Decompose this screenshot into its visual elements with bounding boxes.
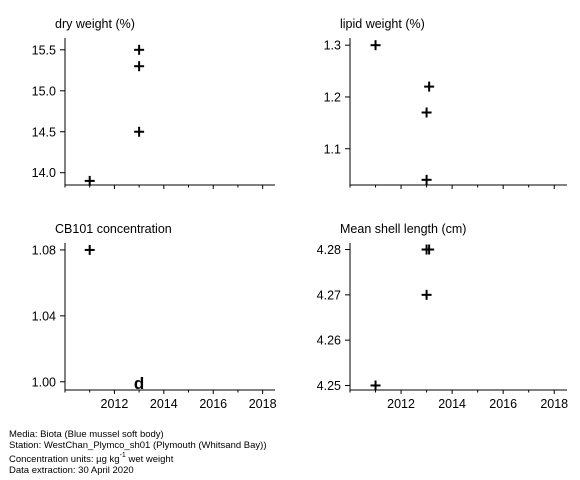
x-tick-label: 2014 xyxy=(150,397,178,411)
chart-panel-2: lipid weight (%) 1.1 1.2 1.3 xyxy=(324,17,567,189)
y-tick-label: 1.1 xyxy=(324,142,341,156)
data-point xyxy=(421,174,432,185)
y-tick-label: 15.0 xyxy=(32,84,56,98)
x-tick-label: 2014 xyxy=(438,397,466,411)
footer-units-suffix: wet weight xyxy=(125,454,174,466)
x-tick-label: 2016 xyxy=(199,397,227,411)
footer-extraction: Data extraction: 30 April 2020 xyxy=(9,465,134,477)
chart-panel-3: CB101 concentration 1.00 1.04 1.08 2012 2014 2… xyxy=(32,222,277,411)
data-point xyxy=(424,244,435,255)
y-tick-label: 4.26 xyxy=(317,334,341,348)
charts-grid: dry weight (%) 14.0 14.5 15.0 15.5 lipid weig… xyxy=(32,17,569,411)
footer-station: Station: WestChan_Plymco_sh01 (Plymouth … xyxy=(9,440,267,451)
footer-units-exponent: -1 xyxy=(119,452,126,459)
chart-title: Mean shell length (cm) xyxy=(340,222,466,236)
footer-units-prefix: Concentration units: µg kg xyxy=(9,454,120,466)
y-tick-label: 1.2 xyxy=(324,90,341,104)
data-point xyxy=(370,380,381,391)
x-tick-label: 2018 xyxy=(540,397,568,411)
x-tick-label: 2016 xyxy=(489,397,517,411)
y-tick-label: 4.25 xyxy=(317,379,341,393)
data-point xyxy=(134,44,145,55)
y-tick-label: 1.04 xyxy=(32,309,56,323)
data-point xyxy=(84,244,95,255)
chart-title: dry weight (%) xyxy=(55,17,135,31)
y-tick-label: 15.5 xyxy=(32,43,56,57)
y-tick-label: 4.27 xyxy=(317,288,341,302)
y-tick-label: 1.3 xyxy=(324,39,341,53)
x-tick-label: 2012 xyxy=(387,397,415,411)
footer-units: Concentration units: µg kg-1 wet weight xyxy=(9,451,267,465)
y-tick-label: 1.00 xyxy=(32,375,56,389)
y-tick-label: 14.5 xyxy=(32,125,56,139)
chart-title: lipid weight (%) xyxy=(340,17,425,31)
chart-panel-1: dry weight (%) 14.0 14.5 15.0 15.5 xyxy=(32,17,275,189)
y-tick-label: 14.0 xyxy=(32,166,56,180)
data-point-label: d xyxy=(134,374,144,393)
chart-title: CB101 concentration xyxy=(55,222,172,236)
data-point xyxy=(421,107,432,118)
y-tick-label: 1.08 xyxy=(32,243,56,257)
data-point xyxy=(84,175,95,186)
data-point xyxy=(370,40,381,51)
footer-notes: Media: Biota (Blue mussel soft body) Sta… xyxy=(9,429,267,476)
x-tick-label: 2012 xyxy=(101,397,129,411)
data-point xyxy=(134,61,145,72)
chart-panel-4: Mean shell length (cm) 4.25 4.26 4.27 4.28 20… xyxy=(317,222,569,411)
data-point xyxy=(421,289,432,300)
x-tick-label: 2018 xyxy=(249,397,277,411)
y-tick-label: 4.28 xyxy=(317,243,341,257)
footer-media: Media: Biota (Blue mussel soft body) xyxy=(9,429,164,440)
data-point xyxy=(424,81,435,92)
data-point xyxy=(134,126,145,137)
